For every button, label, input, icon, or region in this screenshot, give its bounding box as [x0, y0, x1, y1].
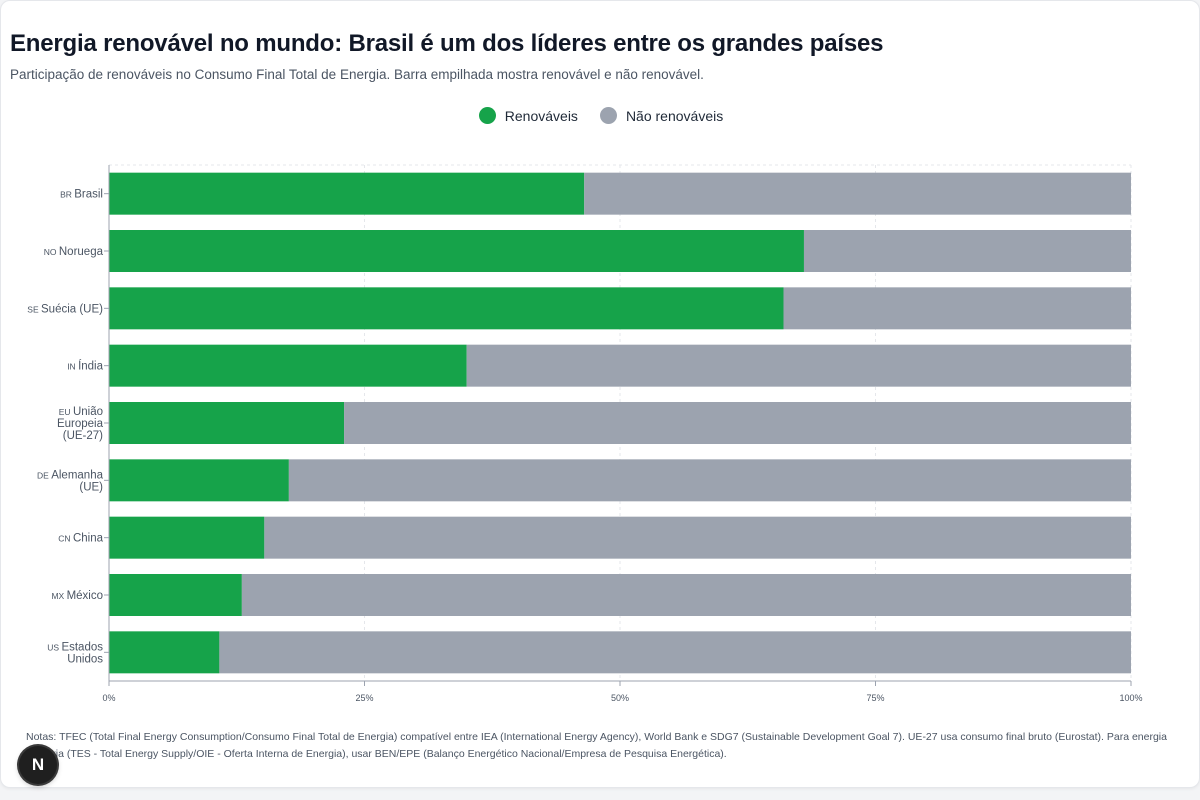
x-tick-label-3: 75%	[866, 693, 884, 703]
y-tick-label-eu: EU União Europeia (UE-27)	[57, 406, 104, 442]
country-code: US	[47, 642, 61, 652]
country-name: Índia	[78, 360, 104, 373]
legend-item-renewable[interactable]: Renováveis	[478, 107, 578, 124]
n-logo-letter: N	[31, 755, 45, 774]
x-tick-label-0: 0%	[102, 693, 115, 703]
country-name: Noruega	[59, 246, 104, 258]
x-tick-label-4: 100%	[1119, 693, 1142, 703]
y-tick-label-in: IN Índia	[67, 360, 103, 373]
country-code: SE	[27, 304, 41, 314]
y-tick-label-se: SE Suécia (UE)	[27, 303, 103, 315]
y-tick-label-line: BR Brasil	[60, 189, 103, 201]
country-name: Suécia (UE)	[41, 303, 103, 315]
country-code: IN	[67, 362, 78, 372]
legend-item-nonrenewable[interactable]: Não renováveis	[599, 107, 724, 124]
bar-nonrenewable-us[interactable]	[219, 631, 1132, 674]
legend-swatch-renewable	[478, 107, 496, 124]
bar-nonrenewable-cn[interactable]	[264, 516, 1131, 559]
y-tick-label-line: Europeia	[57, 418, 104, 430]
country-name: União	[73, 406, 103, 418]
y-tick-label-cn: CN China	[58, 533, 103, 545]
y-tick-label-de: DE Alemanha (UE)	[37, 469, 104, 493]
bar-nonrenewable-br[interactable]	[584, 172, 1131, 215]
y-tick-label-no: NO Noruega	[44, 246, 104, 258]
bar-renewable-mx[interactable]	[109, 574, 242, 616]
country-code: DE	[37, 470, 51, 480]
bar-nonrenewable-se[interactable]	[783, 287, 1131, 330]
bar-renewable-cn[interactable]	[109, 516, 265, 559]
country-code: MX	[51, 591, 66, 601]
legend-label-nonrenewable: Não renováveis	[625, 107, 724, 124]
bar-nonrenewable-no[interactable]	[803, 230, 1131, 272]
country-code: NO	[44, 247, 59, 257]
y-tick-label-line: US Estados	[47, 641, 103, 653]
bar-renewable-us[interactable]	[109, 631, 220, 674]
y-tick-label-line: (UE-27)	[63, 430, 103, 442]
x-tick-label-1: 25%	[355, 693, 373, 703]
chart-subtitle: Participação de renováveis no Consumo Fi…	[10, 67, 704, 82]
bar-nonrenewable-in[interactable]	[466, 344, 1131, 387]
bar-renewable-se[interactable]	[109, 287, 784, 330]
country-name: México	[67, 590, 103, 602]
chart-notes: Notas: TFEC (Total Final Energy Consumpt…	[26, 731, 1167, 760]
country-code: EU	[59, 407, 73, 417]
n-logo-icon[interactable]: N	[19, 746, 57, 784]
country-name: Alemanha	[51, 469, 103, 481]
chart-title: Energia renovável no mundo: Brasil é um …	[10, 30, 884, 57]
y-tick-label-line: (UE)	[79, 481, 103, 493]
y-tick-label-line: SE Suécia (UE)	[27, 303, 103, 315]
chart-legend: Renováveis Não renováveis	[1, 107, 1200, 124]
y-tick-label-line: NO Noruega	[44, 246, 104, 258]
y-tick-label-line: Unidos	[67, 653, 103, 665]
bar-renewable-no[interactable]	[109, 230, 804, 272]
x-tick-label-2: 50%	[611, 693, 629, 703]
country-name: Estados	[61, 641, 103, 653]
y-tick-label-line: IN Índia	[67, 360, 103, 373]
y-tick-label-mx: MX México	[51, 590, 103, 602]
country-code: CN	[58, 534, 73, 544]
bar-renewable-eu[interactable]	[109, 402, 345, 444]
legend-swatch-nonrenewable	[599, 107, 617, 124]
y-tick-label-line: EU União	[59, 406, 103, 418]
country-name: Brasil	[74, 189, 103, 201]
bar-nonrenewable-eu[interactable]	[344, 402, 1131, 444]
y-tick-label-line: MX México	[51, 590, 103, 602]
y-tick-label-line: CN China	[58, 533, 103, 545]
y-tick-label-us: US Estados Unidos	[47, 641, 103, 665]
country-name: China	[73, 533, 104, 545]
bar-nonrenewable-mx[interactable]	[241, 574, 1132, 616]
bar-renewable-br[interactable]	[109, 172, 585, 215]
y-tick-label-line: DE Alemanha	[37, 469, 104, 481]
country-code: BR	[60, 190, 74, 200]
y-tick-label-br: BR Brasil	[60, 189, 103, 201]
bar-renewable-de[interactable]	[109, 459, 289, 502]
bar-nonrenewable-de[interactable]	[288, 459, 1131, 502]
bar-renewable-in[interactable]	[109, 344, 467, 387]
legend-label-renewable: Renováveis	[504, 107, 578, 124]
